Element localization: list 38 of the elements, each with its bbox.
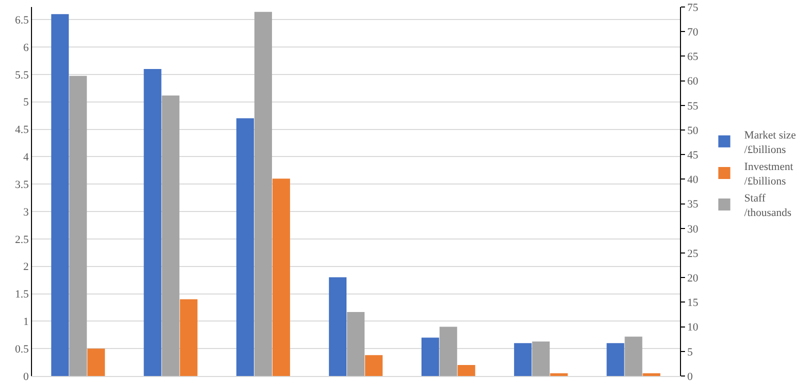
y2-tick-label: 25 xyxy=(687,248,699,260)
y2-tick-label: 75 xyxy=(687,2,699,14)
y-tick-label: 3 xyxy=(23,206,30,218)
y2-tick-label: 30 xyxy=(687,223,699,236)
y-tick-label: 6 xyxy=(23,42,30,54)
y2-tick-label: 60 xyxy=(687,76,699,88)
legend-label: Staff /thousands xyxy=(744,192,792,219)
y2-tick-label: 20 xyxy=(687,272,699,284)
bar xyxy=(180,299,198,376)
y-tick-label: 2 xyxy=(23,261,29,274)
y-tick-label: 5.5 xyxy=(15,69,30,82)
y2-tick-label: 35 xyxy=(687,198,699,211)
legend-label: Market size /£billions xyxy=(744,129,796,156)
bar xyxy=(642,373,660,376)
y2-tick-label: 15 xyxy=(687,297,699,310)
y2-tick-label: 5 xyxy=(687,346,694,358)
y2-tick-label: 50 xyxy=(687,124,699,137)
bar xyxy=(550,373,568,376)
y-tick-label: 2.5 xyxy=(15,234,30,246)
y2-tick-label: 10 xyxy=(687,322,699,334)
bar xyxy=(87,348,105,376)
y-tick-label: 3.5 xyxy=(15,178,30,191)
bar xyxy=(458,365,476,376)
y-tick-label: 4.5 xyxy=(15,124,30,136)
y2-tick-label: 40 xyxy=(687,174,699,186)
y-tick-label: 1 xyxy=(23,316,29,328)
y2-tick-label: 70 xyxy=(687,26,699,38)
y2-tick-label: 45 xyxy=(687,149,699,162)
y-tick-label: 1.5 xyxy=(15,288,30,301)
y-tick-label: 4 xyxy=(23,152,30,164)
y-tick-label: 6.5 xyxy=(15,14,30,26)
y2-tick-label: 55 xyxy=(687,100,699,112)
y-tick-label: 5 xyxy=(23,96,30,109)
y-tick-label: 0.5 xyxy=(15,343,30,356)
y2-tick-label: 65 xyxy=(687,51,699,64)
legend-label: Investment /£billions xyxy=(744,161,794,188)
y2-tick-label: 0 xyxy=(687,370,694,383)
y-tick-label: 0 xyxy=(23,370,30,383)
